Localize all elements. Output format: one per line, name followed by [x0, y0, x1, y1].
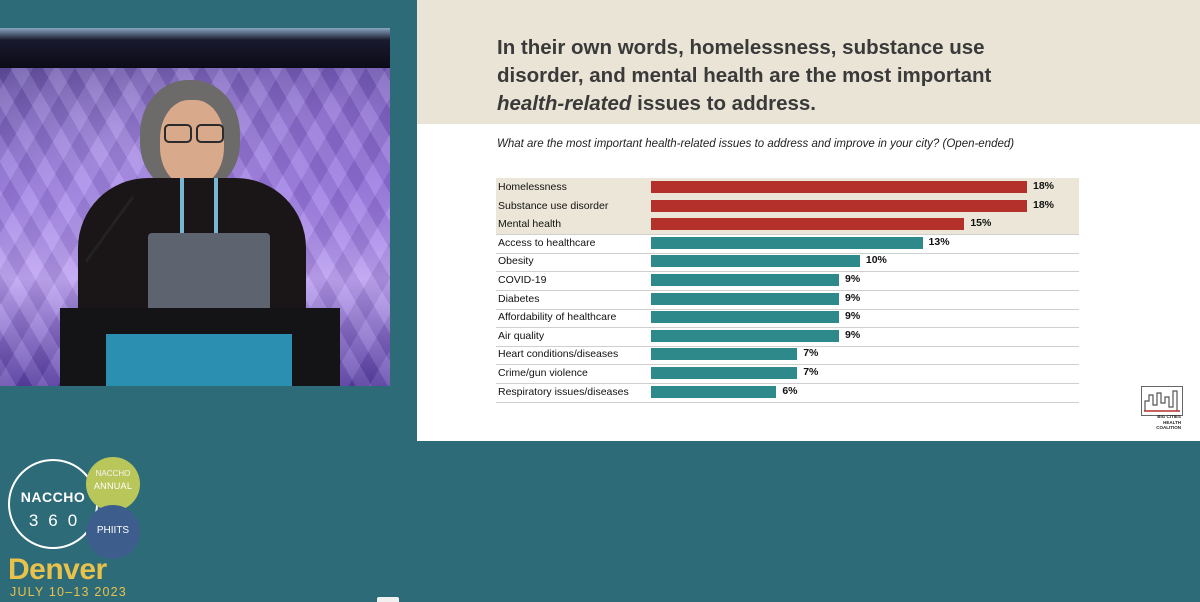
chart-row: Affordability of healthcare 9% — [496, 308, 1079, 329]
chart-category-label: Homelessness — [498, 181, 567, 193]
podium-laptop — [148, 233, 270, 311]
chart-row: Air quality 9% — [496, 327, 1079, 347]
naccho-label: NACCHO — [20, 489, 86, 505]
presentation-slide: In their own words, homelessness, substa… — [417, 0, 1200, 441]
chart-category-label: Crime/gun violence — [498, 367, 588, 379]
survey-question: What are the most important health-relat… — [497, 138, 1015, 150]
chart-bar — [651, 218, 965, 231]
chart-category-label: Substance use disorder — [498, 199, 609, 212]
chart-value-label: 9% — [845, 273, 861, 285]
chart-row: Access to healthcare 13% — [496, 234, 1079, 254]
chart-category-label: Affordability of healthcare — [498, 311, 617, 324]
chart-bar — [651, 385, 777, 398]
conference-logo: NACCHO 360 NACCHO ANNUAL PHIITS Denver J… — [0, 455, 160, 602]
logo-text-1: BIG CITIES — [1157, 414, 1181, 419]
chart-row: Heart conditions/diseases 7% — [496, 345, 1079, 366]
chart-category-label: Obesity — [498, 255, 534, 268]
big-cities-health-coalition-logo: BIG CITIES HEALTH COALITION — [1141, 386, 1183, 430]
annual-circle: NACCHO ANNUAL — [86, 457, 140, 511]
slide-title: In their own words, homelessness, substa… — [497, 34, 1137, 118]
chart-bar — [651, 236, 923, 249]
chart-category-label: Access to healthcare — [498, 236, 596, 249]
chart-row: Mental health 15% — [496, 215, 1079, 236]
chart-value-label: 18% — [1033, 198, 1055, 211]
chart-value-label: 13% — [928, 235, 950, 248]
chart-bar — [651, 274, 839, 286]
chart-value-label: 15% — [970, 217, 992, 230]
podium-screen — [106, 334, 292, 386]
slide-title-emphasis: health-related — [497, 92, 632, 115]
chart-bar — [651, 181, 1027, 193]
three-sixty-label: 360 — [28, 511, 88, 530]
chart-bar — [651, 255, 860, 268]
chart-bar — [651, 348, 798, 361]
podium — [60, 308, 340, 386]
conference-dates: JULY 10–13 2023 — [10, 585, 127, 599]
logo-text-2: HEALTH COALITION — [1156, 420, 1181, 430]
chart-row: COVID-19 9% — [496, 271, 1079, 291]
chart-value-label: 9% — [845, 291, 861, 304]
speaker-face — [160, 100, 224, 186]
chart-row: Respiratory issues/diseases 6% — [496, 383, 1079, 403]
chart-value-label: 18% — [1033, 180, 1055, 192]
chart-row: Substance use disorder 18% — [496, 196, 1079, 217]
chart-value-label: 9% — [845, 310, 861, 323]
chart-bar — [651, 329, 839, 342]
conference-city: Denver — [8, 553, 107, 586]
video-scrubber-handle[interactable] — [377, 597, 399, 602]
chart-category-label: Diabetes — [498, 292, 540, 305]
chart-value-label: 6% — [782, 384, 798, 397]
chart-bar — [651, 292, 839, 305]
slide-title-line3: issues to address. — [631, 92, 817, 115]
issues-bar-chart: Homelessness 18% Substance use disorder 18%… — [496, 178, 1079, 403]
chart-bar — [651, 367, 798, 379]
chart-bar — [651, 199, 1027, 212]
speaker-video-feed — [0, 28, 390, 386]
chart-category-label: Respiratory issues/diseases — [498, 385, 629, 398]
chart-bar — [651, 311, 839, 324]
chart-category-label: COVID-19 — [498, 274, 547, 286]
annual-naccho-label: NACCHO — [95, 469, 131, 478]
chart-value-label: 7% — [803, 347, 819, 360]
chart-category-label: Air quality — [498, 329, 545, 342]
chart-value-label: 7% — [803, 366, 819, 378]
slide-title-line2: disorder, and mental health are the most… — [497, 64, 992, 87]
chart-row: Homelessness 18% — [496, 178, 1079, 198]
slide-header-band — [417, 0, 1200, 124]
phiits-circle: PHIITS — [86, 505, 140, 559]
chart-value-label: 9% — [845, 328, 861, 341]
stage-truss — [0, 28, 390, 68]
chart-row: Obesity 10% — [496, 252, 1079, 273]
chart-category-label: Mental health — [498, 218, 562, 231]
speaker-lanyard — [180, 178, 218, 238]
chart-row: Diabetes 9% — [496, 290, 1079, 310]
chart-category-label: Heart conditions/diseases — [498, 348, 619, 361]
speaker-glasses — [160, 124, 224, 143]
naccho-360-circle: NACCHO 360 — [8, 459, 98, 549]
slide-title-line1: In their own words, homelessness, substa… — [497, 36, 985, 59]
skyline-icon — [1141, 386, 1183, 416]
chart-value-label: 10% — [865, 254, 887, 267]
chart-row: Crime/gun violence 7% — [496, 364, 1079, 384]
phiits-label: PHIITS — [96, 525, 130, 536]
annual-label: ANNUAL — [93, 481, 133, 491]
